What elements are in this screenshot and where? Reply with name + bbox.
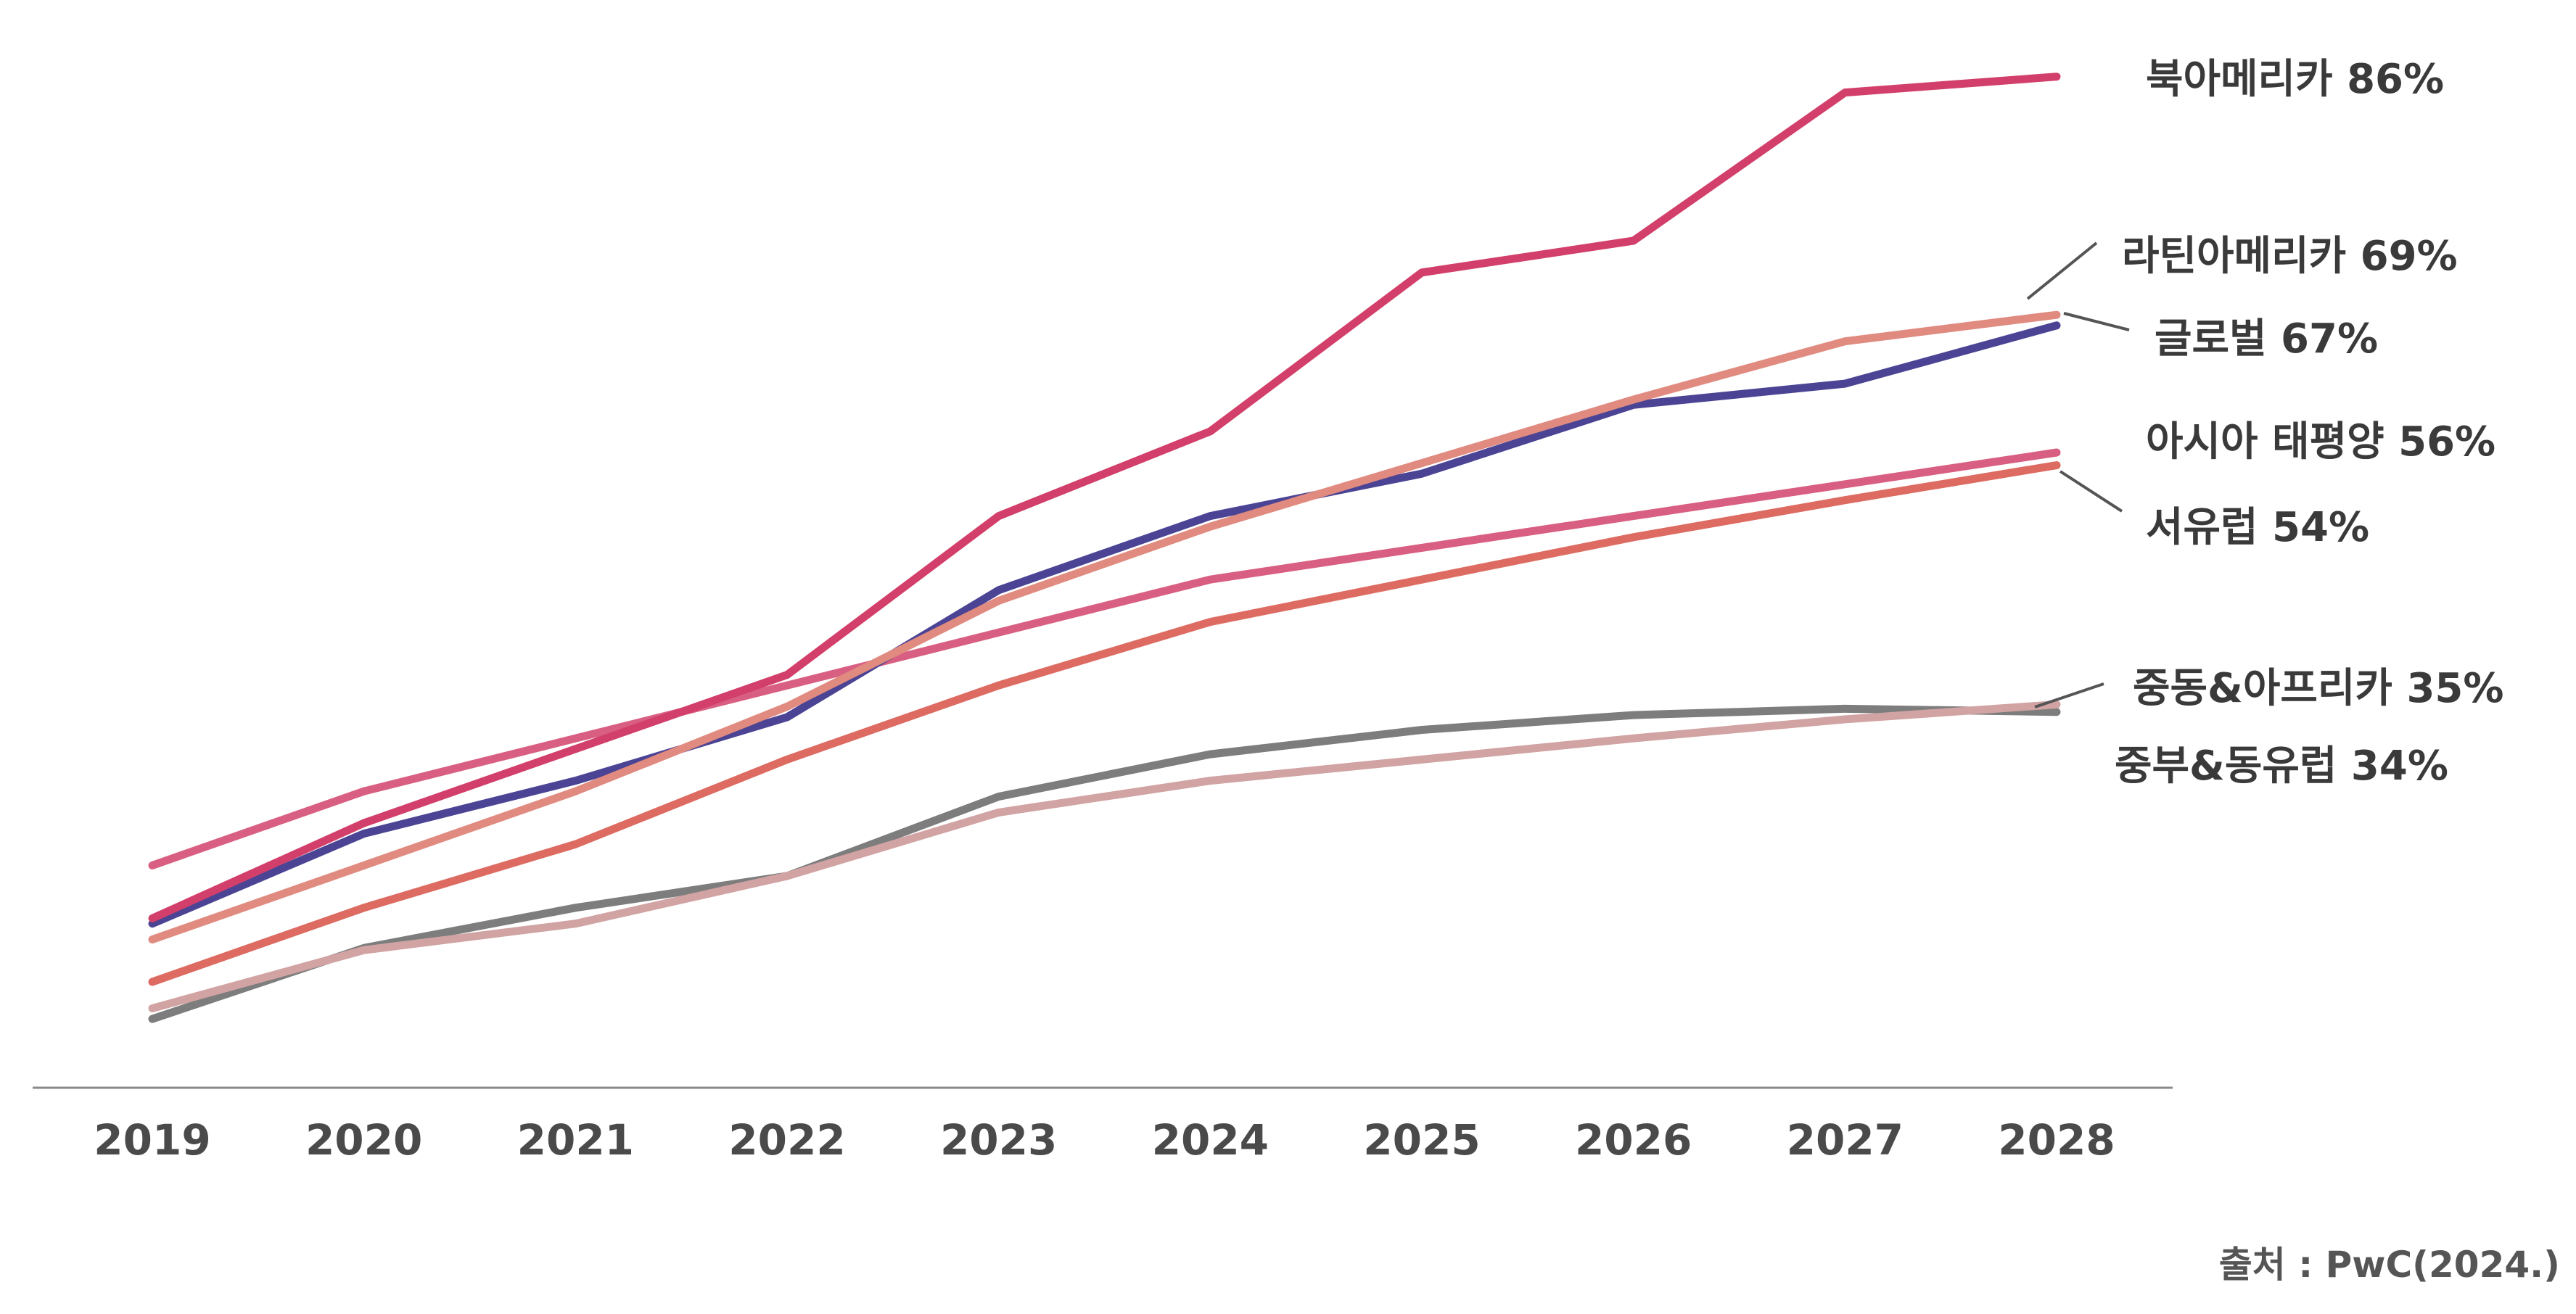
x-tick-2021: 2021 xyxy=(517,1115,634,1165)
series-line-중동-아프리카 xyxy=(148,700,2061,1012)
x-tick-2022: 2022 xyxy=(728,1115,845,1165)
series-lines xyxy=(148,73,2061,1023)
x-tick-2025: 2025 xyxy=(1363,1115,1480,1165)
x-tick-2019: 2019 xyxy=(94,1115,210,1165)
series-label-아시아-태평양: 아시아 태평양 56% xyxy=(2146,418,2495,466)
series-label-중동-아프리카: 중동&아프리카 35% xyxy=(2133,665,2504,712)
x-tick-2028: 2028 xyxy=(1998,1115,2115,1165)
series-line-중부-동유럽 xyxy=(148,704,2061,1023)
leader-line-중동-아프리카 xyxy=(2034,682,2104,708)
series-line-아시아-태평양 xyxy=(148,448,2061,869)
source-note: 출처 : PwC(2024.) xyxy=(2218,1244,2560,1286)
leader-line-서유럽 xyxy=(2059,470,2123,513)
series-line-서유럽 xyxy=(148,461,2061,986)
x-tick-2020: 2020 xyxy=(305,1115,422,1165)
series-label-중부-동유럽: 중부&동유럽 34% xyxy=(2115,743,2448,790)
series-label-라틴아메리카: 라틴아메리카 69% xyxy=(2122,233,2458,280)
x-tick-2024: 2024 xyxy=(1152,1115,1269,1165)
series-label-서유럽: 서유럽 54% xyxy=(2146,504,2369,551)
series-line-라틴아메리카 xyxy=(148,310,2061,944)
series-line-글로벌 xyxy=(148,321,2061,928)
leader-lines xyxy=(2026,241,2130,708)
series-labels: 북아메리카 86% 라틴아메리카 69% 글로벌 67% 아시아 태평양 56% 서유럽… xyxy=(2115,56,2504,790)
series-label-글로벌: 글로벌 67% xyxy=(2155,315,2378,363)
leader-line-글로벌 xyxy=(2063,312,2130,331)
x-tick-2023: 2023 xyxy=(940,1115,1057,1165)
x-tick-2026: 2026 xyxy=(1575,1115,1692,1165)
x-tick-2027: 2027 xyxy=(1787,1115,1904,1165)
leader-line-라틴아메리카 xyxy=(2026,241,2098,300)
x-tick-labels: 2019 2020 2021 2022 2023 2024 2025 2026 2027 2028 xyxy=(94,1115,2115,1165)
series-line-북아메리카 xyxy=(148,73,2061,922)
series-label-북아메리카: 북아메리카 86% xyxy=(2146,56,2444,103)
